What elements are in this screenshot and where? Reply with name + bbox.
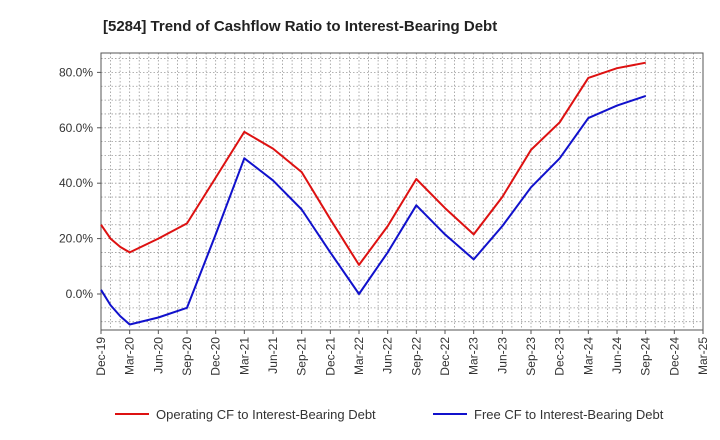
x-tick-label: Sep-23 <box>524 337 538 376</box>
plot-area <box>101 53 703 330</box>
x-tick-label: Sep-22 <box>409 337 423 376</box>
series-line-1 <box>100 61 646 266</box>
x-tick-label: Mar-21 <box>237 337 251 375</box>
x-tick-label: Mar-22 <box>352 337 366 375</box>
legend: Operating CF to Interest-Bearing Debt Fre… <box>115 407 664 422</box>
series <box>100 61 647 326</box>
x-tick-label: Dec-19 <box>94 337 108 376</box>
y-tick-label: 40.0% <box>59 176 93 190</box>
plot-border <box>100 52 704 331</box>
series-line-2 <box>100 94 647 326</box>
x-tick-label: Jun-23 <box>495 337 509 374</box>
x-tick-label: Jun-22 <box>381 337 395 374</box>
x-tick-label: Sep-24 <box>639 337 653 376</box>
y-tick-label: 80.0% <box>59 65 93 79</box>
x-tick-label: Dec-22 <box>438 337 452 376</box>
axes: 0.0% 20.0% 40.0% 60.0% 80.0% Dec-19 Mar-20 Jun-… <box>59 52 710 376</box>
x-tick-label: Dec-20 <box>209 337 223 376</box>
y-tick-label: 60.0% <box>59 121 93 135</box>
x-tick-label: Jun-21 <box>266 337 280 374</box>
x-tick-label: Dec-23 <box>553 337 567 376</box>
y-tick-label: 0.0% <box>66 287 94 301</box>
x-tick-label: Sep-21 <box>295 337 309 376</box>
x-tick-label: Dec-21 <box>323 337 337 376</box>
x-tick-label: Dec-24 <box>667 337 681 376</box>
x-tick-label: Mar-23 <box>467 337 481 375</box>
y-tick-label: 20.0% <box>59 232 93 246</box>
x-tick-label: Jun-20 <box>151 337 165 374</box>
x-tick-label: Mar-20 <box>123 337 137 375</box>
x-tick-label: Jun-24 <box>610 337 624 374</box>
legend-label-2: Free CF to Interest-Bearing Debt <box>474 407 664 422</box>
grid <box>100 53 704 330</box>
x-tick-label: Sep-20 <box>180 337 194 376</box>
x-tick-label: Mar-24 <box>581 337 595 375</box>
legend-label-1: Operating CF to Interest-Bearing Debt <box>156 407 376 422</box>
chart-title: [5284] Trend of Cashflow Ratio to Intere… <box>103 18 497 35</box>
x-tick-label: Mar-25 <box>696 337 710 375</box>
